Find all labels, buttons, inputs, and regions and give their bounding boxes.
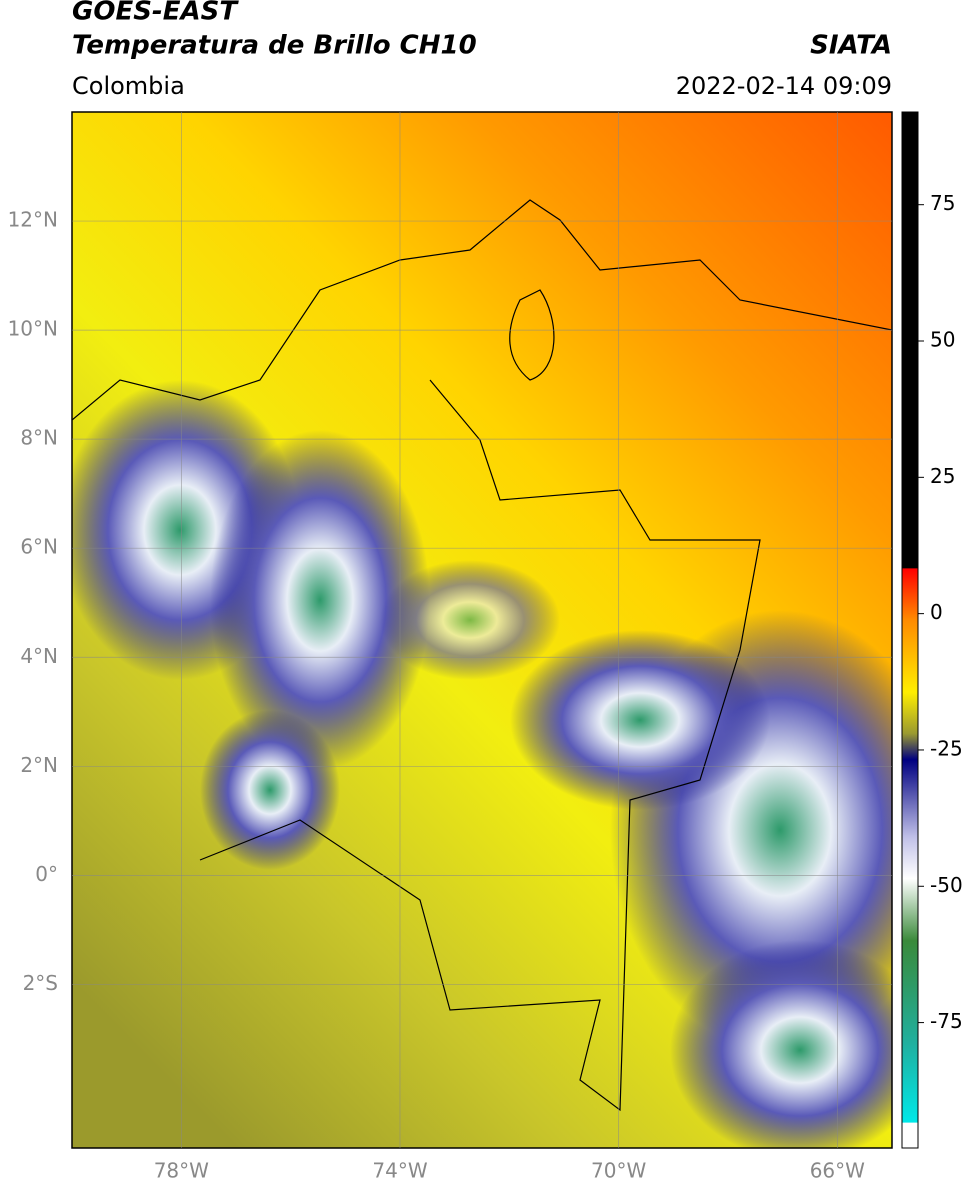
x-tick-label: 70°W <box>591 1159 646 1183</box>
x-tick-label: 78°W <box>154 1159 209 1183</box>
colorbar-tick-label: 50 <box>930 328 955 352</box>
colorbar-tick-label: 0 <box>930 600 943 624</box>
y-tick-label: 2°N <box>20 753 58 777</box>
map-frame <box>71 111 893 1149</box>
colorbar-tick-label: 75 <box>930 191 955 215</box>
source: SIATA <box>810 31 892 61</box>
y-tick-label: 0° <box>35 862 58 886</box>
title: GOES-EAST <box>72 0 239 27</box>
colorbar-tick-label: -50 <box>930 873 963 897</box>
y-tick-label: 6°N <box>20 535 58 559</box>
y-tick-label: 8°N <box>20 426 58 450</box>
colorbar <box>901 111 919 1149</box>
colorbar-tick-label: -75 <box>930 1009 963 1033</box>
y-tick-label: 2°S <box>23 971 58 995</box>
y-tick-label: 4°N <box>20 644 58 668</box>
x-tick-label: 74°W <box>372 1159 427 1183</box>
x-tick-label: 66°W <box>810 1159 865 1183</box>
subtitle: Temperatura de Brillo CH10 <box>72 31 477 61</box>
region: Colombia <box>72 72 185 100</box>
datetime: 2022-02-14 09:09 <box>676 72 892 100</box>
y-tick-label: 10°N <box>8 317 58 341</box>
satellite-image <box>72 112 892 1148</box>
colorbar-tick-label: 25 <box>930 464 955 488</box>
y-tick-label: 12°N <box>8 208 58 232</box>
colorbar-tick-label: -25 <box>930 736 963 760</box>
